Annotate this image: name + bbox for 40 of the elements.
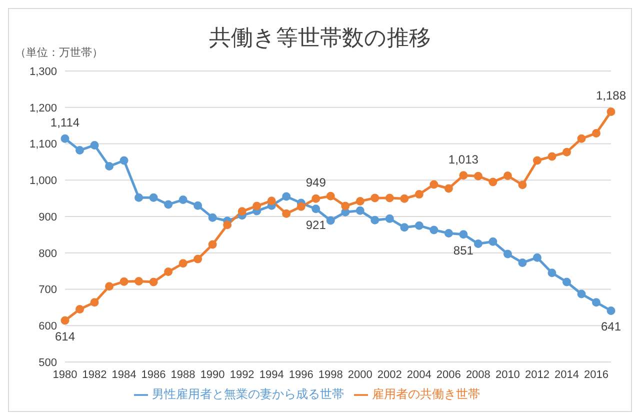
x-tick-label: 2000 [348, 368, 372, 381]
x-tick-label: 1998 [318, 368, 343, 381]
x-tick-label: 1988 [170, 368, 196, 381]
x-tick-label: 1984 [112, 368, 136, 381]
y-tick-label: 1,000 [29, 175, 57, 188]
y-tick-label: 800 [38, 248, 57, 260]
y-tick-label: 1,100 [29, 138, 57, 151]
x-tick-label: 1992 [230, 368, 254, 381]
x-tick-label: 1982 [82, 368, 107, 381]
y-tick-label: 1,300 [29, 66, 57, 78]
y-tick-label: 600 [38, 320, 57, 333]
x-tick-label: 1994 [259, 368, 284, 381]
x-tick-label: 1996 [288, 368, 314, 381]
x-tick-label: 2012 [524, 368, 550, 381]
y-tick-label: 900 [38, 211, 57, 224]
data-label: 641 [600, 320, 622, 334]
legend-label: 男性雇用者と無業の妻から成る世帯 [152, 387, 344, 401]
y-axis-title: （単位：万世帯） [15, 45, 103, 60]
data-label: 851 [453, 243, 474, 258]
x-tick-label: 2010 [495, 368, 520, 381]
x-tick-label: 2004 [406, 368, 432, 381]
data-label: 1,013 [448, 152, 479, 166]
x-tick-label: 2016 [584, 368, 608, 381]
x-tick-label: 2002 [377, 368, 402, 381]
legend-label: 雇用者の共働き世帯 [372, 387, 480, 401]
data-label: 949 [306, 176, 326, 190]
data-label: 614 [54, 330, 76, 344]
x-tick-label: 2014 [554, 368, 579, 381]
x-tick-label: 2006 [436, 368, 461, 381]
x-tick-label: 1986 [141, 368, 166, 381]
chart-title: 共働き等世帯数の推移 [209, 25, 431, 50]
data-label: 1,188 [596, 88, 626, 103]
y-tick-label: 1,200 [29, 102, 57, 114]
y-tick-label: 700 [38, 284, 57, 296]
x-tick-label: 2008 [466, 368, 490, 381]
y-tick-label: 500 [38, 356, 57, 369]
x-tick-label: 1990 [200, 368, 225, 381]
x-tick-label: 1980 [52, 368, 78, 381]
data-label: 921 [306, 218, 326, 232]
data-label: 1,114 [50, 116, 80, 130]
